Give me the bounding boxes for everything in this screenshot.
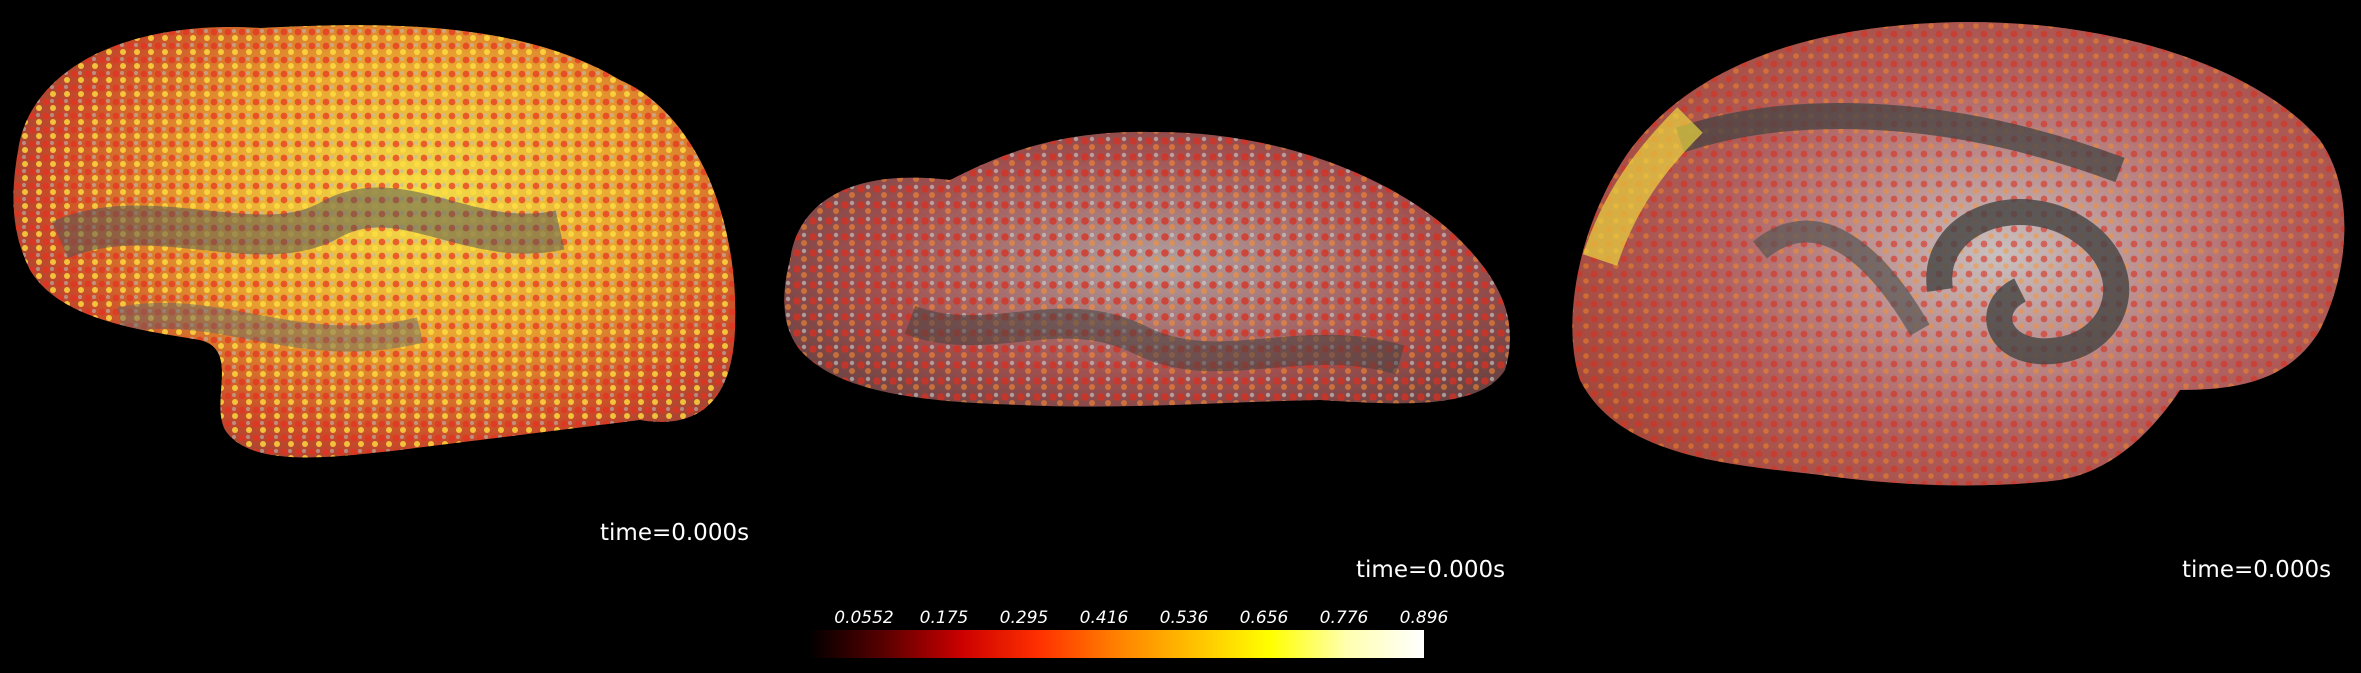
colorbar-tick-label: 0.295: [999, 608, 1049, 628]
colorbar-tick-label: 0.776: [1319, 608, 1369, 628]
brain-lateral-view: [0, 0, 760, 500]
brain-medial-surface: [1572, 21, 2345, 486]
colorbar-tick-label: 0.175: [919, 608, 969, 628]
brain-ventral-view: [760, 120, 1560, 440]
time-label-ventral: time=0.000s: [1356, 557, 1506, 583]
brain-lateral-surface: [13, 25, 736, 458]
colorbar-tick-label: 0.0552: [834, 608, 894, 628]
colorbar-tick-label: 0.416: [1079, 608, 1129, 628]
brain-ventral-surface: [784, 131, 1510, 407]
time-label-medial: time=0.000s: [2182, 557, 2332, 583]
time-label-lateral: time=0.000s: [600, 520, 750, 546]
colorbar-tick-label: 0.656: [1239, 608, 1289, 628]
colorbar-gradient: [808, 630, 1424, 658]
colorbar-tick-label: 0.896: [1399, 608, 1449, 628]
colorbar: [808, 630, 1424, 658]
colorbar-tick-label: 0.536: [1159, 608, 1209, 628]
colorbar-ticks: 0.0552 0.175 0.295 0.416 0.536 0.656 0.776 0.89…: [808, 608, 1448, 630]
brain-medial-view: [1560, 0, 2361, 510]
